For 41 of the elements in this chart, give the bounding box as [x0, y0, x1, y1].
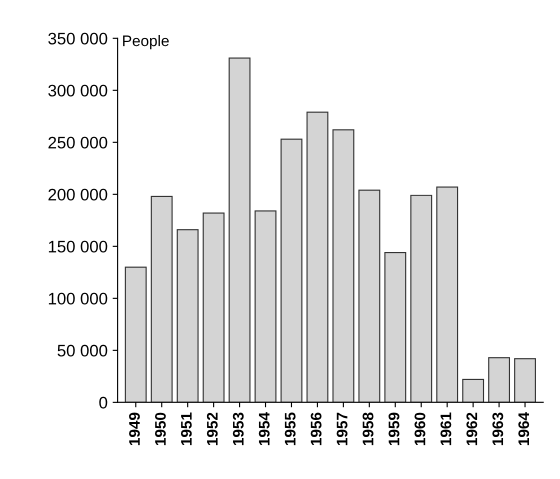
bar — [124, 266, 147, 402]
y-tick-label: 350 000 — [48, 32, 108, 45]
bar — [306, 112, 328, 402]
x-tick-label: 1962 — [466, 412, 478, 446]
bar — [410, 194, 432, 402]
x-tick-label: 1964 — [518, 412, 530, 446]
x-tick-label: 1956 — [310, 412, 322, 446]
bar — [228, 58, 251, 402]
y-tick-label: 150 000 — [48, 240, 108, 253]
x-tick-label: 1949 — [129, 412, 140, 446]
x-tick-label: 1963 — [492, 412, 504, 446]
x-tick-label: 1959 — [388, 412, 400, 446]
x-tick-label: 1953 — [232, 412, 244, 446]
y-tick-label: 300 000 — [48, 84, 108, 97]
y-tick-label: 200 000 — [48, 188, 108, 201]
x-tick-label: 1951 — [180, 412, 192, 446]
bar — [202, 212, 225, 402]
bar — [254, 210, 276, 402]
y-tick-label: 100 000 — [48, 292, 108, 305]
bar — [358, 190, 380, 402]
bar — [150, 196, 173, 402]
x-tick-label: 1958 — [362, 412, 374, 446]
bar — [514, 358, 536, 402]
bar — [488, 357, 510, 402]
bar — [462, 378, 484, 402]
bar — [280, 138, 302, 402]
bar — [176, 229, 199, 402]
x-tick-label: 1954 — [258, 412, 270, 446]
bar — [332, 129, 354, 402]
x-tick-label: 1955 — [284, 412, 296, 446]
x-tick-label: 1960 — [414, 412, 426, 446]
y-tick-label: 0 — [99, 396, 108, 409]
y-axis-title: People — [123, 35, 169, 50]
y-tick-label: 250 000 — [48, 136, 108, 149]
y-tick-label: 50 000 — [58, 344, 108, 357]
bar — [384, 252, 406, 402]
x-tick-label: 1961 — [440, 412, 452, 446]
x-tick-label: 1950 — [155, 412, 166, 446]
x-tick-label: 1957 — [336, 412, 348, 446]
x-tick-label: 1952 — [206, 412, 218, 446]
bar — [436, 186, 458, 402]
